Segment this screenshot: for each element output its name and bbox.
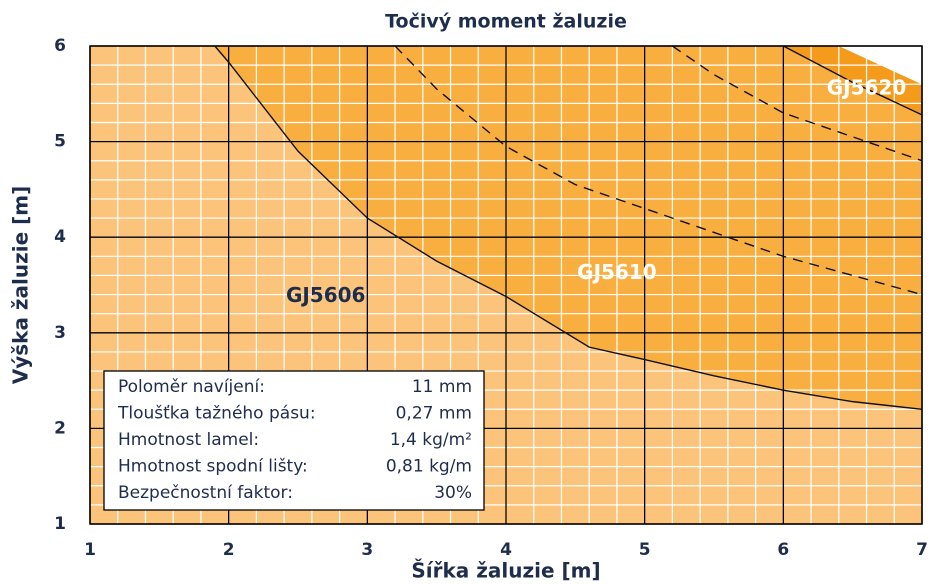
x-tick-label: 3 [361, 540, 373, 560]
info-label: Tloušťka tažného pásu: [117, 404, 316, 424]
region-label: GJ5610 [577, 260, 657, 284]
y-tick-label: 5 [54, 132, 66, 152]
x-tick-label: 7 [916, 540, 928, 560]
x-axis-label: Šířka žaluzie [m] [411, 559, 600, 583]
info-value: 11 mm [412, 377, 472, 397]
region-label: GJ5606 [286, 283, 366, 307]
info-box [103, 370, 485, 511]
y-tick-label: 2 [54, 418, 66, 438]
y-tick-label: 4 [54, 227, 66, 247]
info-value: 0,81 kg/m [386, 457, 472, 477]
info-label: Poloměr navíjení: [118, 377, 265, 397]
region-fill [214, 46, 923, 410]
y-tick-label: 3 [54, 323, 66, 343]
info-value: 30% [434, 483, 472, 503]
limit-fill [838, 46, 922, 85]
info-label: Hmotnost spodní lišty: [118, 457, 308, 477]
plot-frame [89, 45, 923, 525]
boundary-line [783, 45, 923, 116]
region-label: GJ5620 [827, 76, 907, 100]
x-tick-label: 4 [500, 540, 512, 560]
y-tick-label: 6 [54, 36, 66, 56]
x-tick-label: 6 [777, 540, 789, 560]
y-tick-label: 1 [54, 514, 66, 534]
x-tick-label: 1 [84, 540, 96, 560]
dashed-line [672, 45, 923, 162]
x-tick-label: 5 [639, 540, 651, 560]
x-tick-label: 2 [223, 540, 235, 560]
info-value: 1,4 kg/m² [390, 430, 472, 450]
chart-title: Točivý moment žaluzie [385, 11, 627, 33]
info-value: 0,27 mm [396, 404, 472, 424]
dashed-line [394, 45, 923, 296]
info-label: Bezpečnostní faktor: [118, 483, 293, 503]
y-axis-label: Výška žaluzie [m] [9, 186, 33, 385]
boundary-line [214, 45, 923, 410]
info-label: Hmotnost lamel: [118, 430, 259, 450]
